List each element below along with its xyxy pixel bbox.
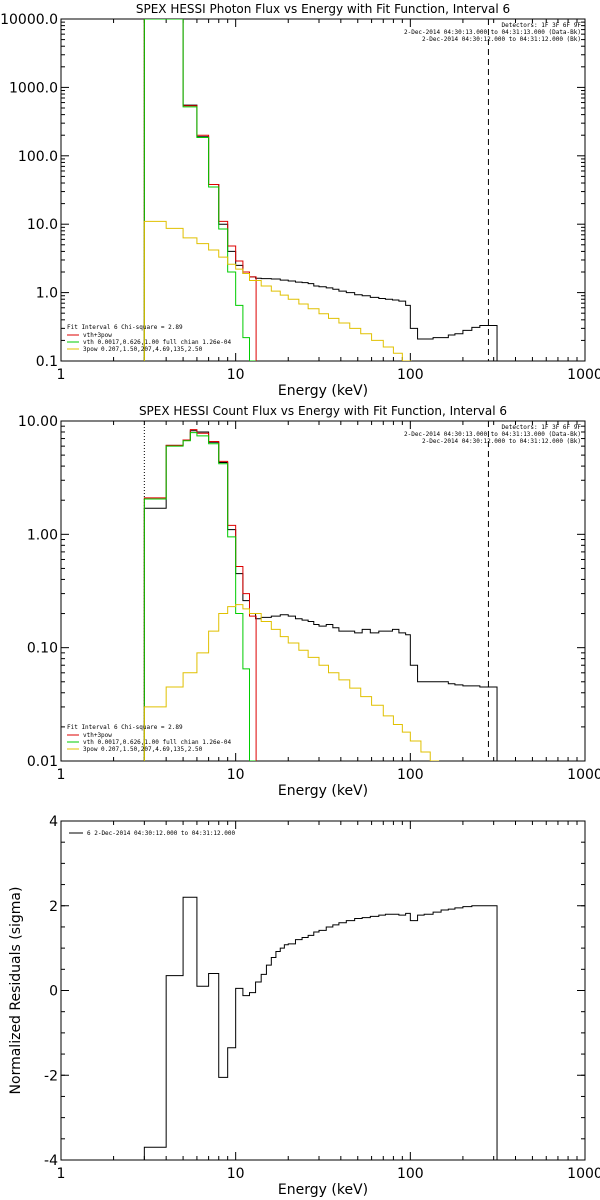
header-text: 2-Dec-2014 04:30:12.000 to 04:31:12.000 … [422, 438, 581, 445]
x-tick-label: 1 [57, 767, 66, 783]
header-text: 2-Dec-2014 04:30:13.000 to 04:31:13.000 … [404, 431, 581, 438]
legend-label: 6 2-Dec-2014 04:30:12.000 to 04:31:12.00… [87, 830, 235, 837]
y-tick-label: 1.0 [36, 286, 58, 302]
legend-label: 3pow 0.207,1.50,207,4.69,135,2.50 [83, 746, 203, 753]
y-tick-label: 2 [49, 899, 58, 915]
series-line-3 [143, 220, 412, 361]
x-tick-label: 1000 [567, 1166, 600, 1182]
y-tick-label: 4 [49, 814, 58, 830]
y-axis-label: Normalized Residuals (sigma) [8, 887, 24, 1095]
series-line-2 [143, 432, 257, 761]
x-tick-label: 1 [57, 1166, 66, 1182]
chart-title: SPEX HESSI Count Flux vs Energy with Fit… [139, 404, 507, 418]
x-tick-label: 100 [397, 767, 424, 783]
series-line-0 [143, 430, 498, 761]
x-tick-label: 10 [227, 767, 245, 783]
legend-label: vth 0.0017,0.626,1.00 full chian 1.26e-0… [83, 739, 231, 746]
x-axis-label: Energy (keV) [278, 1182, 368, 1198]
y-tick-label: 100.0 [18, 149, 58, 165]
plot-frame-2 [60, 820, 586, 1161]
x-tick-label: 10 [227, 367, 245, 383]
legend-label: vth 0.0017,0.626,1.00 full chian 1.26e-0… [83, 339, 231, 346]
y-tick-label: 0.1 [36, 354, 58, 370]
x-tick-label: 100 [397, 367, 424, 383]
y-tick-label: 0.01 [27, 754, 58, 770]
header-text: Detectors: 1F 3F 6F 9F [502, 22, 582, 29]
y-tick-label: -2 [44, 1068, 58, 1084]
header-text: 2-Dec-2014 04:30:12.000 to 04:31:12.000 … [422, 36, 581, 43]
x-tick-label: 1000 [567, 767, 600, 783]
plot-frame-0 [60, 18, 586, 362]
x-tick-label: 10 [227, 1166, 245, 1182]
x-tick-label: 1 [57, 367, 66, 383]
header-text: Detectors: 1F 3F 6F 9F [502, 424, 582, 431]
y-tick-label: 0.10 [27, 641, 58, 657]
y-tick-label: 10.00 [18, 414, 58, 430]
header-text: 2-Dec-2014 04:30:13.000 to 04:31:13.000 … [404, 29, 581, 36]
legend-title: Fit Interval 6 Chi-square = 2.89 [67, 724, 183, 731]
x-axis-label: Energy (keV) [278, 383, 368, 399]
x-tick-label: 100 [397, 1166, 424, 1182]
series-line-1 [143, 19, 257, 361]
legend-label: vth+3pow [83, 332, 112, 339]
y-tick-label: 10000.0 [0, 12, 58, 28]
y-tick-label: -4 [44, 1153, 58, 1169]
series-line-1 [143, 429, 257, 761]
series-line-0 [143, 896, 498, 1160]
series-line-0 [143, 19, 498, 361]
y-tick-label: 10.0 [27, 217, 58, 233]
legend-label: 3pow 0.207,1.50,207,4.69,135,2.50 [83, 346, 203, 353]
series-line-2 [143, 19, 257, 361]
y-tick-label: 0 [49, 984, 58, 1000]
legend-title: Fit Interval 6 Chi-square = 2.89 [67, 324, 183, 331]
chart-title: SPEX HESSI Photon Flux vs Energy with Fi… [136, 2, 510, 16]
y-tick-label: 1.00 [27, 527, 58, 543]
y-tick-label: 1000.0 [9, 80, 58, 96]
plot-frame-1 [60, 420, 586, 762]
legend-label: vth+3pow [83, 732, 112, 739]
x-tick-label: 1000 [567, 367, 600, 383]
series-line-3 [143, 604, 448, 761]
x-axis-label: Energy (keV) [278, 783, 368, 799]
